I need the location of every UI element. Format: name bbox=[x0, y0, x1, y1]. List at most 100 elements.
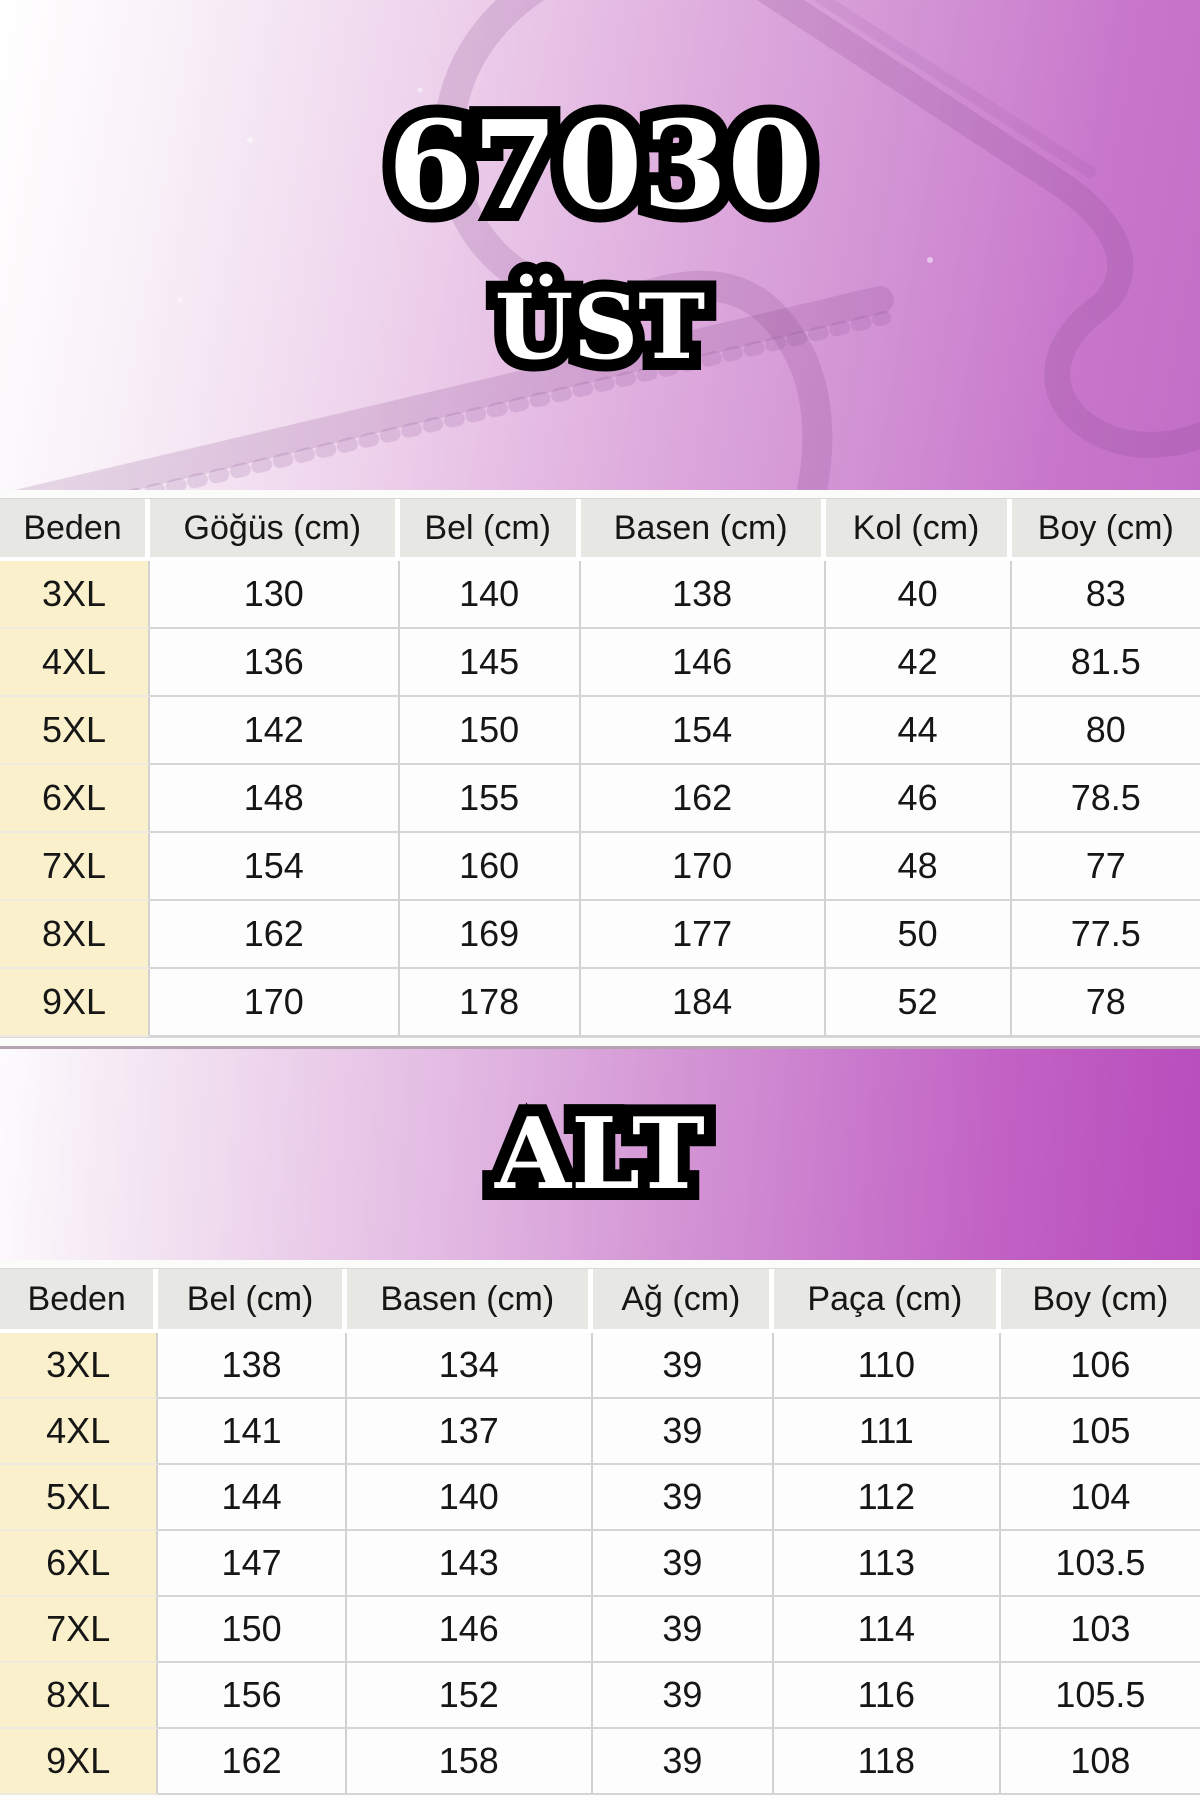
column-header-cell: Boy (cm) bbox=[1011, 499, 1200, 561]
table-top-strip bbox=[0, 1260, 1200, 1269]
measurement-value-cell: 141 bbox=[158, 1399, 347, 1465]
measurement-value-cell: 39 bbox=[592, 1729, 774, 1795]
measurement-value-cell: 142 bbox=[150, 697, 400, 765]
measurement-value-cell: 152 bbox=[346, 1663, 593, 1729]
measurement-value-cell: 39 bbox=[592, 1663, 774, 1729]
measurement-value-cell: 46 bbox=[825, 765, 1012, 833]
measurement-value-cell: 150 bbox=[158, 1597, 347, 1663]
measurement-value-cell: 146 bbox=[346, 1597, 593, 1663]
measurement-value-cell: 140 bbox=[399, 561, 581, 629]
measurement-value-cell: 162 bbox=[580, 765, 826, 833]
table-bottom-strip bbox=[0, 1037, 1200, 1046]
column-header-cell: Göğüs (cm) bbox=[150, 499, 400, 561]
column-header-cell: Paça (cm) bbox=[773, 1269, 1001, 1333]
measurement-value-cell: 39 bbox=[592, 1531, 774, 1597]
measurement-value-cell: 114 bbox=[773, 1597, 1001, 1663]
column-header-cell: Bel (cm) bbox=[399, 499, 581, 561]
measurement-value-cell: 162 bbox=[158, 1729, 347, 1795]
size-label-cell: 6XL bbox=[0, 1531, 159, 1597]
measurement-value-cell: 111 bbox=[773, 1399, 1001, 1465]
header-band: 67030 67030 ÜST ÜST bbox=[0, 0, 1200, 490]
measurement-value-cell: 39 bbox=[592, 1333, 774, 1399]
measurement-value-cell: 80 bbox=[1011, 697, 1200, 765]
measurement-value-cell: 138 bbox=[580, 561, 826, 629]
measurement-value-cell: 138 bbox=[158, 1333, 347, 1399]
measurement-value-cell: 158 bbox=[346, 1729, 593, 1795]
column-header-cell: Kol (cm) bbox=[825, 499, 1012, 561]
measurement-value-cell: 143 bbox=[346, 1531, 593, 1597]
measurement-value-cell: 42 bbox=[825, 629, 1012, 697]
upper-section-label: ÜST ÜST bbox=[0, 270, 1200, 384]
measurement-value-cell: 147 bbox=[158, 1531, 347, 1597]
measurement-value-cell: 113 bbox=[773, 1531, 1001, 1597]
size-label-cell: 6XL bbox=[0, 765, 150, 833]
size-label-cell: 8XL bbox=[0, 1663, 159, 1729]
measurement-value-cell: 169 bbox=[399, 901, 581, 969]
measurement-value-cell: 104 bbox=[1000, 1465, 1200, 1531]
upper-section-text: ÜST bbox=[494, 274, 706, 380]
measurement-value-cell: 170 bbox=[580, 833, 826, 901]
measurement-value-cell: 184 bbox=[580, 969, 826, 1037]
measurement-value-cell: 155 bbox=[399, 765, 581, 833]
column-header-cell: Beden bbox=[0, 1269, 159, 1333]
lower-section-text: ALT bbox=[495, 1096, 705, 1212]
divider-band: ALT ALT bbox=[0, 1046, 1200, 1260]
column-header-cell: Boy (cm) bbox=[1000, 1269, 1200, 1333]
measurement-value-cell: 145 bbox=[399, 629, 581, 697]
measurement-value-cell: 134 bbox=[346, 1333, 593, 1399]
size-label-cell: 3XL bbox=[0, 561, 150, 629]
measurement-value-cell: 156 bbox=[158, 1663, 347, 1729]
measurement-value-cell: 77.5 bbox=[1011, 901, 1200, 969]
measurement-value-cell: 110 bbox=[773, 1333, 1001, 1399]
measurement-value-cell: 44 bbox=[825, 697, 1012, 765]
size-label-cell: 4XL bbox=[0, 1399, 159, 1465]
lower-size-table: Beden Bel (cm) Basen (cm) Ağ (cm) Paça (cm) B… bbox=[0, 1260, 1200, 1800]
size-label-cell: 5XL bbox=[0, 697, 150, 765]
measurement-value-cell: 103.5 bbox=[1000, 1531, 1200, 1597]
measurement-value-cell: 160 bbox=[399, 833, 581, 901]
product-code-text: 67030 bbox=[387, 93, 813, 237]
size-label-cell: 3XL bbox=[0, 1333, 159, 1399]
product-code-outline: 67030 bbox=[375, 91, 825, 239]
lower-section-outline: ALT bbox=[483, 1093, 717, 1215]
upper-table-body: 3XL 130 140 138 40 83 4XL 136 145 146 42 81.5 5XL 142… bbox=[0, 561, 1200, 1037]
measurement-value-cell: 154 bbox=[150, 833, 400, 901]
measurement-value-cell: 108 bbox=[1000, 1729, 1200, 1795]
size-label-cell: 7XL bbox=[0, 1597, 159, 1663]
lower-table-body: 3XL 138 134 39 110 106 4XL 141 137 39 111 105 5XL 144… bbox=[0, 1333, 1200, 1795]
measurement-value-cell: 177 bbox=[580, 901, 826, 969]
column-header-cell: Basen (cm) bbox=[346, 1269, 593, 1333]
size-label-cell: 9XL bbox=[0, 969, 150, 1037]
measurement-value-cell: 118 bbox=[773, 1729, 1001, 1795]
size-label-cell: 7XL bbox=[0, 833, 150, 901]
column-header-cell: Bel (cm) bbox=[158, 1269, 347, 1333]
measurement-value-cell: 78 bbox=[1011, 969, 1200, 1037]
measurement-value-cell: 106 bbox=[1000, 1333, 1200, 1399]
measurement-value-cell: 40 bbox=[825, 561, 1012, 629]
size-label-cell: 9XL bbox=[0, 1729, 159, 1795]
measurement-value-cell: 150 bbox=[399, 697, 581, 765]
column-header-cell: Ağ (cm) bbox=[592, 1269, 774, 1333]
measurement-value-cell: 162 bbox=[150, 901, 400, 969]
measurement-value-cell: 50 bbox=[825, 901, 1012, 969]
measurement-value-cell: 39 bbox=[592, 1597, 774, 1663]
column-header-cell: Basen (cm) bbox=[580, 499, 826, 561]
lower-section-label: ALT ALT bbox=[483, 1093, 717, 1215]
measurement-value-cell: 39 bbox=[592, 1399, 774, 1465]
measurement-value-cell: 78.5 bbox=[1011, 765, 1200, 833]
size-label-cell: 4XL bbox=[0, 629, 150, 697]
measurement-value-cell: 140 bbox=[346, 1465, 593, 1531]
measurement-value-cell: 81.5 bbox=[1011, 629, 1200, 697]
size-label-cell: 5XL bbox=[0, 1465, 159, 1531]
measurement-value-cell: 77 bbox=[1011, 833, 1200, 901]
measurement-value-cell: 103 bbox=[1000, 1597, 1200, 1663]
measurement-value-cell: 170 bbox=[150, 969, 400, 1037]
hanger-watermark-icon bbox=[14, 0, 1200, 490]
measurement-value-cell: 105 bbox=[1000, 1399, 1200, 1465]
measurement-value-cell: 137 bbox=[346, 1399, 593, 1465]
measurement-value-cell: 144 bbox=[158, 1465, 347, 1531]
measurement-value-cell: 39 bbox=[592, 1465, 774, 1531]
upper-table-header-row: Beden Göğüs (cm) Bel (cm) Basen (cm) Kol (cm… bbox=[0, 499, 1200, 561]
measurement-value-cell: 116 bbox=[773, 1663, 1001, 1729]
